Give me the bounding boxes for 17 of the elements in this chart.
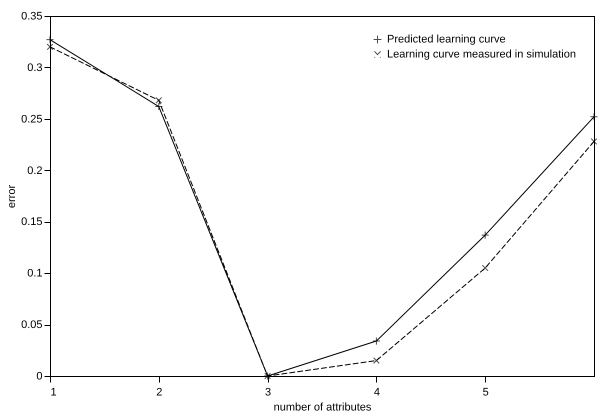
y-tick-label: 0	[36, 370, 42, 382]
legend-label: Learning curve measured in simulation	[387, 48, 576, 60]
y-tick-label: 0.2	[27, 164, 42, 177]
x-tick-label: 2	[156, 386, 162, 398]
y-tick-label: 0.25	[21, 113, 42, 126]
x-tick-label: 1	[50, 386, 57, 398]
y-axis-title: error	[6, 184, 18, 208]
y-tick-label: 0.35	[21, 10, 42, 22]
y-tick-label: 0.05	[21, 319, 42, 332]
y-tick-label: 0.15	[21, 216, 42, 228]
x-axis-title: number of attributes	[274, 402, 372, 414]
x-tick-label: 3	[265, 386, 272, 398]
y-tick-label: 0.3	[27, 62, 42, 74]
y-tick-label: 0.1	[27, 268, 42, 280]
x-tick-label: 5	[482, 386, 489, 398]
legend-label: Predicted learning curve	[387, 34, 506, 46]
x-tick-label: 4	[374, 386, 380, 398]
